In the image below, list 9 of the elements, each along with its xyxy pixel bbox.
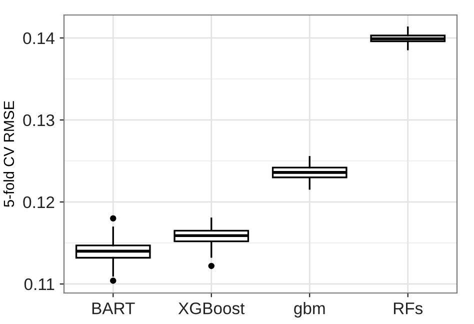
x-tick-label: RFs [394, 302, 423, 314]
y-tick-label: 0.13 [23, 114, 54, 126]
y-tick-label: 0.12 [23, 196, 54, 208]
y-tick-label: 0.11 [24, 278, 54, 290]
y-tick-label: 0.14 [23, 32, 54, 44]
x-tick-label: XGBoost [178, 302, 245, 314]
x-tick-label: BART [92, 302, 135, 314]
x-tick-label: gbm [294, 302, 325, 318]
y-axis-title: 5-fold CV RMSE [3, 101, 14, 207]
